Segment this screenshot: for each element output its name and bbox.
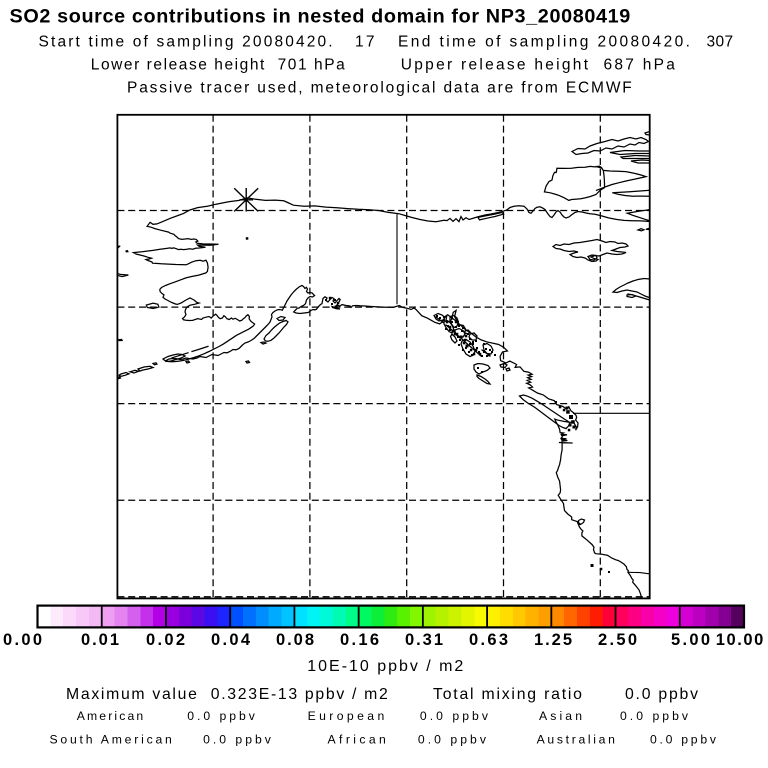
svg-text:Lower release height 701 hPa: Lower release height 701 hPa [91,57,346,74]
svg-text:0.02: 0.02 [146,631,187,649]
svg-text:Asian: Asian [539,709,585,723]
svg-text:End time of sampling 20080420.: End time of sampling 20080420. [398,34,692,51]
svg-text:0.0 ppbv: 0.0 ppbv [625,686,700,703]
svg-text:10E-10 ppbv / m2: 10E-10 ppbv / m2 [307,658,465,675]
svg-text:Upper release height 687 hPa: Upper release height 687 hPa [401,57,677,74]
svg-text:Start time of sampling 2008042: Start time of sampling 20080420. [39,34,335,51]
svg-text:Passive tracer used, meteorolo: Passive tracer used, meteorological data… [127,80,634,97]
svg-text:American: American [77,709,146,723]
svg-text:1.25: 1.25 [534,631,574,649]
svg-text:Australian: Australian [537,733,618,747]
svg-text:0.0 ppbv: 0.0 ppbv [418,733,489,747]
svg-text:0.0 ppbv: 0.0 ppbv [187,709,258,723]
svg-text:0.08: 0.08 [276,631,316,649]
svg-text:African: African [328,733,390,747]
svg-text:17: 17 [355,34,377,51]
svg-text:0.16: 0.16 [340,631,381,649]
svg-text:0.31: 0.31 [405,631,445,649]
svg-text:0.0 ppbv: 0.0 ppbv [650,733,719,747]
svg-text:0.0 ppbv: 0.0 ppbv [420,709,491,723]
svg-text:307: 307 [707,34,734,51]
svg-text:European: European [308,709,388,723]
svg-text:Maximum value 0.323E-13 ppbv: Maximum value 0.323E-13 ppbv / m2 [66,686,390,703]
svg-text:0.04: 0.04 [211,631,252,649]
svg-text:10.00: 10.00 [716,631,765,649]
svg-text:0.01: 0.01 [81,631,121,649]
svg-text:0.0 ppbv: 0.0 ppbv [203,733,274,747]
svg-text:Total mixing ratio: Total mixing ratio [433,686,584,703]
svg-text:0.63: 0.63 [469,631,510,649]
svg-text:0.0 ppbv: 0.0 ppbv [620,709,691,723]
svg-text:2.50: 2.50 [598,631,639,649]
svg-text:5.00: 5.00 [671,631,712,649]
svg-text:South American: South American [50,733,175,747]
svg-text:0.00: 0.00 [3,631,44,649]
svg-text:SO2 source contributions in ne: SO2 source contributions in nested domai… [10,6,631,28]
